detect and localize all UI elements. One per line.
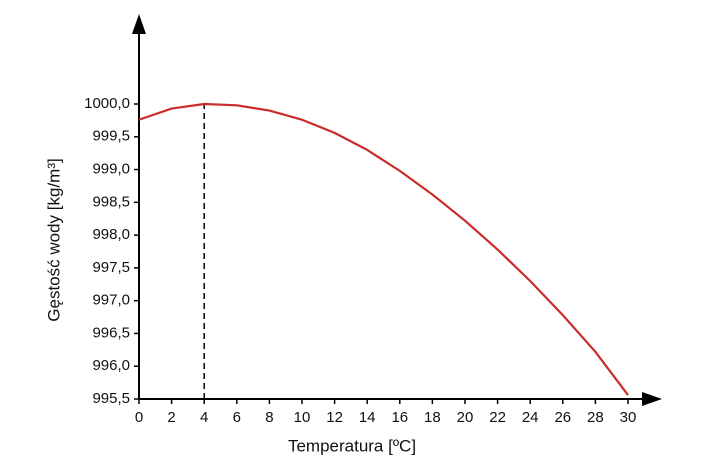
x-tick-label: 28 <box>587 409 604 426</box>
y-tick-label: 998,5 <box>92 193 130 210</box>
x-axis-arrow <box>642 392 662 406</box>
x-tick-label: 14 <box>359 409 376 426</box>
y-tick-label: 999,0 <box>92 161 130 178</box>
x-tick-label: 26 <box>554 409 571 426</box>
y-tick-label: 998,0 <box>92 226 130 243</box>
x-tick-label: 8 <box>265 409 273 426</box>
y-tick-label: 996,0 <box>92 357 130 374</box>
x-tick-label: 22 <box>489 409 506 426</box>
x-tick-label: 6 <box>233 409 241 426</box>
x-tick-label: 24 <box>522 409 539 426</box>
x-tick-label: 0 <box>135 409 143 426</box>
x-tick-label: 16 <box>391 409 408 426</box>
data-line <box>138 102 629 396</box>
x-tick-label: 4 <box>200 409 208 426</box>
x-tick-label: 2 <box>167 409 175 426</box>
x-tick-label: 20 <box>457 409 474 426</box>
y-tick-label: 999,5 <box>92 128 130 145</box>
x-tick-label: 10 <box>294 409 311 426</box>
x-tick-label: 30 <box>620 409 637 426</box>
y-axis-arrow <box>132 14 146 34</box>
y-tick-label: 995,5 <box>92 390 130 407</box>
y-tick-label: 1000,0 <box>84 95 130 112</box>
y-axis-label: Gęstość wody [kg/m³] <box>44 158 63 321</box>
x-tick-label: 12 <box>326 409 343 426</box>
x-tick-label: 18 <box>424 409 441 426</box>
y-tick-label: 996,5 <box>92 324 130 341</box>
x-axis-label: Temperatura [ºC] <box>288 436 416 455</box>
y-tick-label: 997,5 <box>92 259 130 276</box>
y-tick-label: 997,0 <box>92 292 130 309</box>
